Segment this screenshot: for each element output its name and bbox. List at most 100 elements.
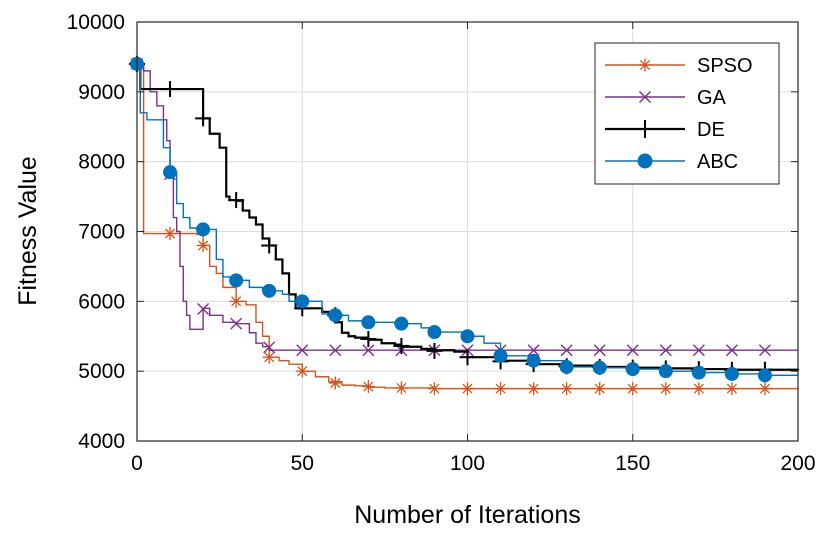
data-point-abc [493,348,508,363]
data-point-ga-stroke [626,344,639,357]
data-point-abc [460,329,475,344]
data-point-spso [163,227,177,241]
y-tick-label: 9000 [78,81,125,104]
data-point-abc [229,273,244,288]
data-point-ga [362,344,375,357]
legend-label-de: DE [697,119,725,141]
data-point-spso-stroke [396,382,407,393]
data-point-spso [328,376,342,390]
legend-entry-de: DE [605,119,725,141]
series-line-ga [137,63,798,351]
legend-label-ga: GA [697,87,727,109]
data-point-abc [196,222,211,237]
legend-marker-spso-stroke [639,59,651,71]
data-point-ga [296,344,309,357]
data-point-spso [593,382,607,396]
data-point-spso [361,380,375,394]
legend: SPSO GA DE ABC [594,42,780,185]
data-point-spso-stroke [726,383,737,394]
data-point-ga-stroke [296,344,309,357]
data-point-ga-stroke [593,344,606,357]
y-tick-label: 5000 [78,360,125,383]
data-point-ga-stroke [560,344,573,357]
data-point-ga-stroke [659,344,672,357]
data-point-abc [559,359,574,374]
data-point-ga [659,344,672,357]
data-point-de [261,237,278,254]
data-point-ga-stroke [692,344,705,357]
data-point-spso [659,382,673,396]
data-point-ga-stroke [362,344,375,357]
data-point-spso-stroke [363,381,374,392]
data-point-ga-stroke [230,317,243,330]
data-point-spso [196,238,210,252]
data-point-ga [527,344,540,357]
legend-marker-ga-stroke [639,91,651,103]
legend-marker-ga [639,91,651,103]
data-point-spso [560,382,574,396]
data-point-ga-stroke [263,341,276,354]
data-point-spso-stroke [297,366,308,377]
data-point-abc [328,308,343,323]
y-tick-label: 8000 [78,151,125,174]
data-point-abc [658,364,673,379]
data-point-spso [494,382,508,396]
data-point-abc [757,368,772,383]
data-point-spso-stroke [495,383,506,394]
data-point-de [162,81,179,98]
data-point-abc [691,365,706,380]
data-point-spso-stroke [462,383,473,394]
data-point-ga [329,344,342,357]
y-axis-label: Fitness Value [14,156,42,306]
tick-labels: 0 50 100 150 200 4000 5000 6000 7000 8000 9000 1000… [67,11,816,475]
data-point-ga-stroke [758,344,771,357]
legend-label-spso: SPSO [697,55,753,77]
data-point-abc [361,315,376,330]
x-tick-label: 0 [131,452,143,475]
data-point-spso-stroke [330,377,341,389]
data-point-spso [295,364,309,378]
x-axis-label: Number of Iterations [354,501,581,529]
data-point-ga [593,344,606,357]
data-point-spso [394,381,408,395]
data-point-abc [724,366,739,381]
data-point-abc [295,294,310,309]
data-point-ga [626,344,639,357]
legend-entry-spso: SPSO [605,55,753,77]
legend-marker-spso [638,58,652,72]
data-point-ga [560,344,573,357]
data-point-de [393,338,410,355]
data-point-spso [527,382,541,396]
data-point-spso-stroke [693,383,704,394]
data-point-spso [626,382,640,396]
data-point-spso-stroke [627,383,638,394]
data-point-de [195,110,212,127]
legend-marker-de [636,120,654,138]
legend-entry-abc: ABC [605,151,738,173]
data-point-abc [592,360,607,375]
data-point-spso-stroke [528,383,539,394]
data-point-spso-stroke [164,228,176,239]
data-point-ga-stroke [527,344,540,357]
data-point-spso [692,382,706,396]
data-point-spso [262,350,276,364]
y-tick-label: 6000 [78,290,125,313]
data-point-spso-stroke [264,352,275,363]
data-point-de [426,342,443,359]
data-point-spso-stroke [594,383,605,394]
data-point-abc [262,283,277,298]
data-point-spso [725,382,739,396]
legend-marker-abc [637,153,653,169]
series-line-spso [137,63,798,390]
data-point-spso-stroke [561,383,572,394]
x-tick-label: 150 [615,452,650,475]
data-point-abc [427,325,442,340]
data-point-ga-stroke [329,344,342,357]
legend-entry-ga: GA [605,87,727,109]
ticks [136,21,799,442]
y-tick-label: 4000 [78,430,125,453]
data-point-ga [197,303,210,316]
data-point-ga-stroke [725,344,738,357]
data-point-ga [263,341,276,354]
data-point-spso-stroke [429,383,440,394]
